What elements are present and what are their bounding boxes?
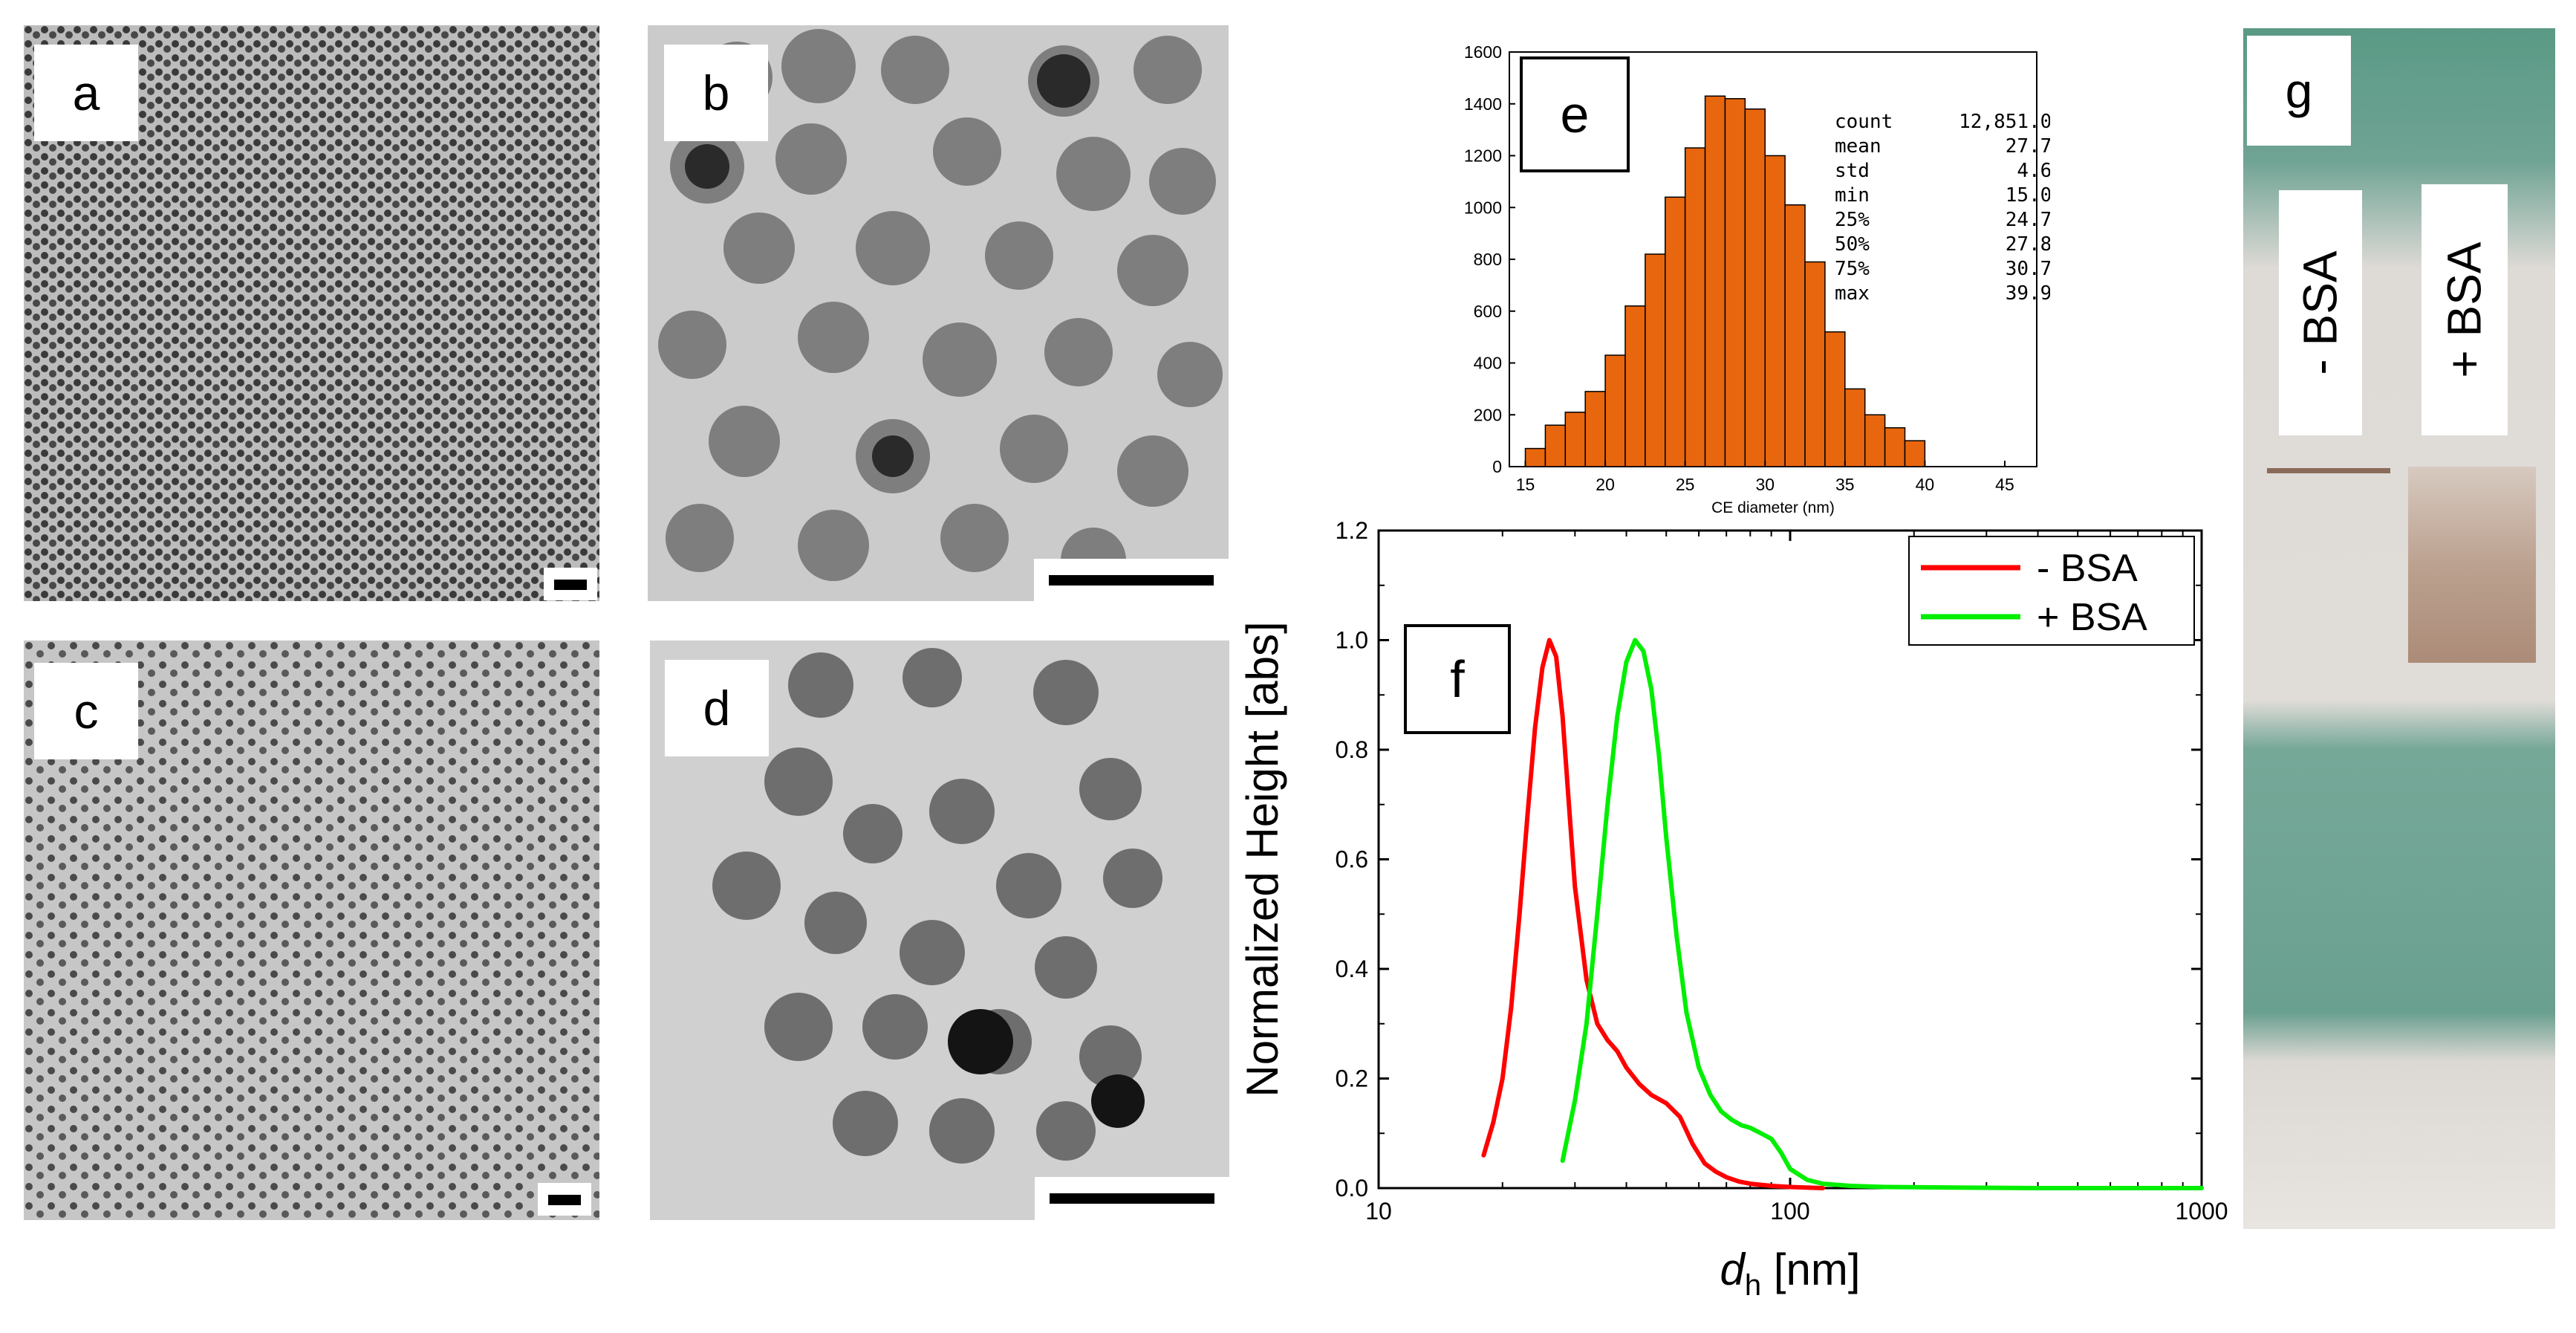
dls-chart-f: 0.0 0.2 0.4 0.6 0.8 1.0 1.2 10 100 1000 - BSA + BSA… [1237,517,2228,1302]
gel-panel-g: g - BSA + BSA [2243,28,2555,1229]
panel-label-f: f [1404,624,1511,734]
dls-y-axis-label: Normalized Height [abs] [1237,621,1287,1097]
dls-legend-label: + BSA [2037,596,2147,639]
histogram-x-tick-label: 30 [1755,475,1775,494]
lane-label-plus-bsa-text: + BSA [2438,241,2491,378]
dls-x-tick-label: 10 [1365,1198,1392,1225]
scale-bar-c [538,1183,591,1216]
stats-value: 24.70 [2006,209,2050,231]
histogram-bar [1704,95,1726,467]
histogram-panel-e: 0 200 400 600 800 1000 1200 1400 1600 15 20 25 30 35 4… [1434,37,2050,520]
histogram-y-tick-label: 200 [1474,405,1502,424]
dls-y-tick-label: 0.6 [1336,846,1368,873]
stats-name: 25% [1835,209,1870,231]
histogram-y-tick-label: 1000 [1464,198,1502,217]
histogram-bar [1744,108,1766,467]
stats-name: min [1835,184,1870,207]
stats-value: 12,851.00 [1959,111,2050,133]
histogram-bar [1844,388,1866,467]
stats-name: mean [1835,135,1881,158]
dls-legend [1908,536,2195,646]
histogram-bar [1904,440,1926,467]
stats-value: 27.71 [2006,135,2050,158]
panel-label-a: a [34,45,138,141]
tem-panel-d: d [650,640,1229,1220]
lane-label-plus-bsa: + BSA [2421,184,2508,435]
stats-name: max [1835,282,1870,305]
histogram-bar [1624,305,1646,467]
dls-x-axis-label: dh [nm] [1720,1245,1861,1302]
tem-panel-a: a [24,25,599,601]
stats-name: count [1835,111,1893,133]
dls-legend-label: - BSA [2037,547,2138,590]
scale-bar-a [544,568,597,600]
histogram-y-tick-label: 1200 [1464,146,1502,166]
panel-label-b: b [664,45,768,141]
lane-label-minus-bsa: - BSA [2279,190,2362,435]
histogram-y-tick-label: 400 [1474,354,1502,373]
panel-label-g: g [2247,36,2351,146]
dls-y-tick-label: 0.4 [1336,956,1368,982]
histogram-y-tick-label: 0 [1492,457,1502,476]
stats-value: 30.79 [2006,258,2050,280]
histogram-bar [1784,204,1806,467]
stats-value: 39.97 [2006,282,2050,305]
histogram-y-tick-label: 1400 [1464,94,1502,114]
dls-panel-f: 0.0 0.2 0.4 0.6 0.8 1.0 1.2 10 100 1000 - BSA + BSA… [1233,513,2251,1333]
histogram-x-axis-label: CE diameter (nm) [1711,499,1835,516]
histogram-y-tick-label: 600 [1474,302,1502,321]
histogram-x-tick-label: 45 [1995,475,2014,494]
histogram-bar [1724,98,1746,467]
histogram-e: 0 200 400 600 800 1000 1200 1400 1600 15 20 25 30 35 4… [1464,42,2050,516]
dls-x-tick-label: 1000 [2175,1198,2228,1225]
stats-name: 50% [1835,233,1870,256]
dls-y-tick-label: 1.2 [1336,517,1368,544]
panel-label-c: c [34,663,138,759]
histogram-bar [1564,412,1586,467]
panel-label-e: e [1520,56,1630,172]
dls-y-tick-label: 0.0 [1336,1175,1368,1201]
stats-value: 15.03 [2006,184,2050,207]
dls-series-line-minus-bsa [1481,638,1825,1190]
histogram-bar [1764,155,1786,467]
dls-series-line-plus-bsa [1560,638,2204,1190]
histogram-y-tick-label: 1600 [1464,42,1502,62]
histogram-bar [1684,147,1706,467]
dls-y-tick-label: 1.0 [1336,627,1368,654]
histogram-x-tick-label: 20 [1596,475,1615,494]
histogram-bar [1604,354,1626,467]
stats-value: 27.81 [2006,233,2050,256]
histogram-bar [1884,427,1906,467]
histogram-x-tick-label: 40 [1916,475,1935,494]
dls-y-tick-label: 0.8 [1336,736,1368,763]
scale-bar-b [1034,559,1229,601]
histogram-bar [1824,331,1846,467]
dls-x-tick-label: 100 [1770,1198,1809,1225]
tem-panel-c: c [24,640,599,1220]
histogram-y-tick-label: 800 [1474,250,1502,269]
scale-bar-d [1035,1177,1229,1220]
histogram-bar [1524,447,1546,467]
histogram-bar [1804,261,1826,467]
histogram-bar [1645,253,1666,467]
histogram-x-tick-label: 25 [1676,475,1695,494]
histogram-bar [1584,391,1606,467]
histogram-x-tick-label: 15 [1516,475,1535,494]
histogram-bar [1864,414,1886,467]
stats-name: std [1835,160,1870,182]
stats-value: 4.61 [2017,160,2050,182]
tem-panel-b: b [648,25,1229,601]
lane-label-minus-bsa-text: - BSA [2294,250,2347,375]
histogram-bar [1665,196,1686,467]
dls-y-tick-label: 0.2 [1336,1066,1368,1092]
histogram-bar [1544,424,1567,467]
stats-name: 75% [1835,258,1870,280]
histogram-x-tick-label: 35 [1835,475,1855,494]
panel-label-d: d [665,660,769,756]
